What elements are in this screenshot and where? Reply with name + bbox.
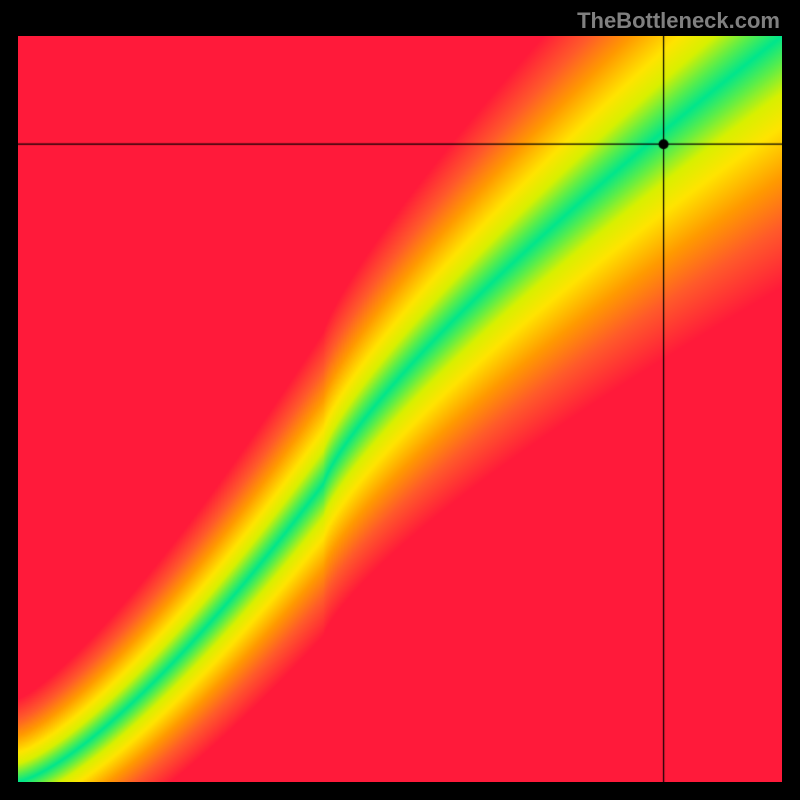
attribution-text: TheBottleneck.com — [577, 8, 780, 34]
chart-container: TheBottleneck.com — [0, 0, 800, 800]
heatmap-plot — [18, 36, 782, 782]
heatmap-canvas — [18, 36, 782, 782]
